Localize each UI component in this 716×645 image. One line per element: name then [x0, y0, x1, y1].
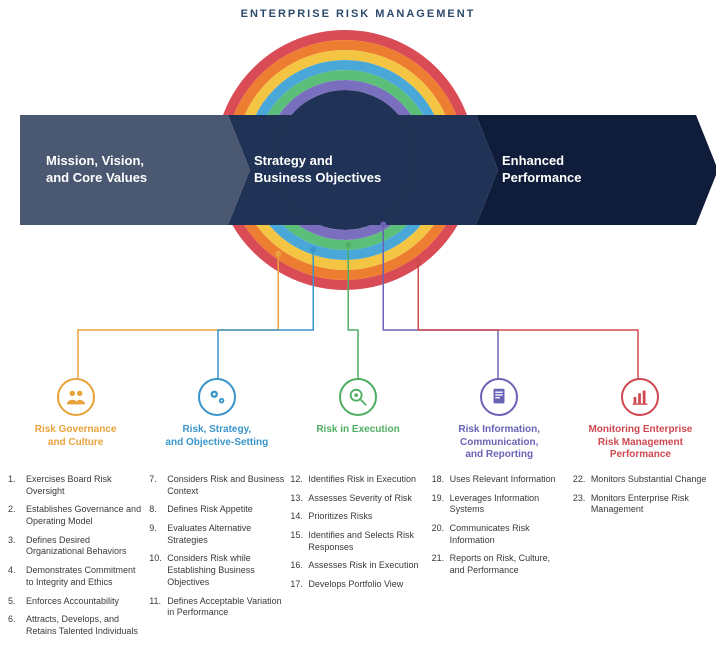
column-execution: Risk in Execution 12.Identifies Risk in E… — [290, 378, 425, 645]
gears-icon — [198, 378, 236, 416]
principle-item: 6.Attracts, Develops, and Retains Talent… — [8, 614, 143, 637]
principle-item: 22.Monitors Substantial Change — [573, 474, 708, 486]
principle-list-monitoring: 22.Monitors Substantial Change 23.Monitor… — [573, 474, 708, 523]
principle-item: 13.Assesses Severity of Risk — [290, 493, 425, 505]
arrow-strategy-objectives: Strategy andBusiness Objectives — [228, 115, 476, 225]
principle-columns: Risk Governanceand Culture 1.Exercises Bo… — [8, 378, 708, 645]
principle-item: 15.Identifies and Selects Risk Responses — [290, 530, 425, 553]
arrow-band: Mission, Vision,and Core Values Strategy… — [20, 115, 696, 225]
principle-list-information: 18.Uses Relevant Information 19.Leverages… — [432, 474, 567, 584]
principle-item: 12.Identifies Risk in Execution — [290, 474, 425, 486]
principle-item: 4.Demonstrates Commitment to Integrity a… — [8, 565, 143, 588]
principle-list-execution: 12.Identifies Risk in Execution 13.Assess… — [290, 474, 425, 598]
arc-title: ENTERPRISE RISK MANAGEMENT — [0, 8, 716, 20]
principle-item: 20.Communicates Risk Information — [432, 523, 567, 546]
column-title-information: Risk Information,Communication,and Repor… — [456, 424, 542, 462]
column-information: Risk Information,Communication,and Repor… — [432, 378, 567, 645]
principle-item: 11.Defines Acceptable Variation in Perfo… — [149, 596, 284, 619]
principle-item: 9.Evaluates Alternative Strategies — [149, 523, 284, 546]
column-title-governance: Risk Governanceand Culture — [33, 424, 119, 462]
column-monitoring: Monitoring EnterpriseRisk ManagementPerf… — [573, 378, 708, 645]
column-strategy: Risk, Strategy,and Objective-Setting 7.Co… — [149, 378, 284, 645]
principle-item: 14.Prioritizes Risks — [290, 511, 425, 523]
principle-item: 8.Defines Risk Appetite — [149, 504, 284, 516]
barchart-icon — [621, 378, 659, 416]
arrow-label-2: Strategy andBusiness Objectives — [254, 153, 381, 187]
principle-item: 23.Monitors Enterprise Risk Management — [573, 493, 708, 516]
principle-item: 3.Defines Desired Organizational Behavio… — [8, 535, 143, 558]
top-diagram: Mission, Vision,and Core Values Strategy… — [0, 30, 716, 310]
principle-item: 7.Considers Risk and Business Context — [149, 474, 284, 497]
principle-item: 21.Reports on Risk, Culture, and Perform… — [432, 553, 567, 576]
column-title-strategy: Risk, Strategy,and Objective-Setting — [163, 424, 270, 462]
column-governance: Risk Governanceand Culture 1.Exercises Bo… — [8, 378, 143, 645]
principle-item: 18.Uses Relevant Information — [432, 474, 567, 486]
column-title-monitoring: Monitoring EnterpriseRisk ManagementPerf… — [586, 424, 694, 462]
principle-item: 19.Leverages Information Systems — [432, 493, 567, 516]
principle-item: 16.Assesses Risk in Execution — [290, 560, 425, 572]
principle-list-governance: 1.Exercises Board Risk Oversight 2.Establ… — [8, 474, 143, 645]
document-icon — [480, 378, 518, 416]
principle-item: 10.Considers Risk while Establishing Bus… — [149, 553, 284, 588]
principle-item: 17.Develops Portfolio View — [290, 579, 425, 591]
principle-item: 2.Establishes Governance and Operating M… — [8, 504, 143, 527]
arrow-label-3: EnhancedPerformance — [502, 153, 581, 187]
arrow-label-1: Mission, Vision,and Core Values — [46, 153, 147, 187]
arrow-mission-vision: Mission, Vision,and Core Values — [20, 115, 228, 225]
arrow-enhanced-performance: EnhancedPerformance — [476, 115, 696, 225]
principle-item: 1.Exercises Board Risk Oversight — [8, 474, 143, 497]
magnify-icon — [339, 378, 377, 416]
principle-item: 5.Enforces Accountability — [8, 596, 143, 608]
principle-list-strategy: 7.Considers Risk and Business Context 8.D… — [149, 474, 284, 626]
column-title-execution: Risk in Execution — [314, 424, 401, 462]
people-icon — [57, 378, 95, 416]
